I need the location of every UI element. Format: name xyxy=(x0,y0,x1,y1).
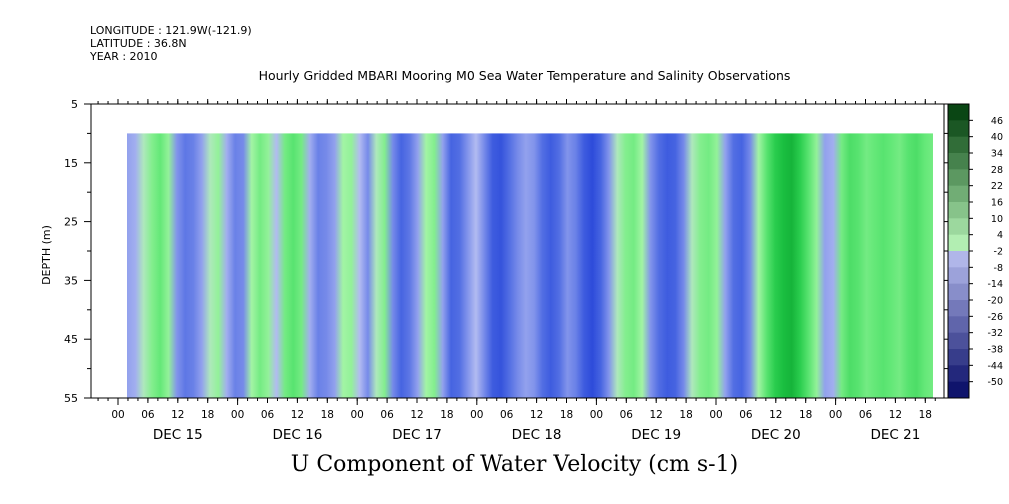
x-hour-label: 00 xyxy=(829,409,842,421)
colorbar-label: 4 xyxy=(997,230,1003,241)
x-day-label: DEC 15 xyxy=(153,427,203,443)
x-hour-label: 18 xyxy=(201,409,214,421)
x-hour-label: 00 xyxy=(351,409,364,421)
x-hour-label: 12 xyxy=(769,409,782,421)
x-hour-label: 00 xyxy=(590,409,603,421)
colorbar-label: -8 xyxy=(994,263,1003,274)
colorbar-label: -38 xyxy=(987,345,1003,356)
colorbar-label: 10 xyxy=(991,214,1003,225)
colorbar-swatch xyxy=(948,169,969,187)
x-hour-label: 06 xyxy=(620,409,634,421)
colorbar-swatch xyxy=(948,300,969,317)
x-hour-label: 00 xyxy=(231,409,244,421)
metadata-block: LONGITUDE : 121.9W(-121.9) LATITUDE : 36… xyxy=(90,24,252,63)
colorbar-label: 46 xyxy=(991,116,1003,127)
x-hour-label: 06 xyxy=(261,409,275,421)
x-day-label: DEC 19 xyxy=(631,427,681,443)
y-axis-label: DEPTH (m) xyxy=(40,225,53,285)
x-hour-label: 18 xyxy=(321,409,334,421)
y-tick-label: 5 xyxy=(71,98,78,111)
colorbar-label: -50 xyxy=(987,377,1003,388)
y-tick-label: 45 xyxy=(64,333,78,346)
x-day-label: DEC 20 xyxy=(751,427,801,443)
colorbar-swatch xyxy=(948,185,969,203)
x-hour-label: 12 xyxy=(889,409,902,421)
chart-title: Hourly Gridded MBARI Mooring M0 Sea Wate… xyxy=(258,68,791,83)
x-day-label: DEC 17 xyxy=(392,427,442,443)
x-hour-label: 12 xyxy=(291,409,304,421)
colorbar-swatch xyxy=(948,120,969,138)
colorbar-swatch xyxy=(948,234,969,252)
colorbar-swatch xyxy=(948,283,969,301)
colorbar-label: -2 xyxy=(994,247,1003,258)
colorbar-label: -44 xyxy=(987,361,1003,372)
x-hour-label: 18 xyxy=(919,409,932,421)
x-hour-label: 00 xyxy=(709,409,722,421)
x-hour-label: 18 xyxy=(799,409,812,421)
longitude-text: LONGITUDE : 121.9W(-121.9) xyxy=(90,24,252,37)
x-day-label: DEC 16 xyxy=(272,427,322,443)
x-hour-label: 18 xyxy=(679,409,692,421)
x-hour-label: 00 xyxy=(470,409,483,421)
colorbar-label: -14 xyxy=(987,279,1003,290)
colorbar-swatch xyxy=(948,267,969,285)
year-text: YEAR : 2010 xyxy=(90,50,158,63)
x-hour-label: 12 xyxy=(530,409,543,421)
x-hour-label: 18 xyxy=(440,409,453,421)
colorbar-label: -32 xyxy=(987,328,1003,339)
velocity-field xyxy=(127,133,933,398)
x-hour-label: 12 xyxy=(171,409,184,421)
y-tick-label: 25 xyxy=(64,216,78,229)
colorbar-swatch xyxy=(948,104,969,121)
colorbar-swatch xyxy=(948,202,969,219)
colorbar-label: 34 xyxy=(991,149,1003,160)
colorbar-swatch xyxy=(948,153,969,170)
x-day-label: DEC 21 xyxy=(870,427,920,443)
colorbar-swatch xyxy=(948,316,969,334)
y-tick-label: 15 xyxy=(64,157,78,170)
colorbar-label: 40 xyxy=(991,132,1003,143)
x-hour-label: 06 xyxy=(141,409,155,421)
x-hour-label: 06 xyxy=(859,409,873,421)
colorbar-swatch xyxy=(948,218,969,236)
x-hour-label: 06 xyxy=(739,409,753,421)
colorbar-swatch xyxy=(948,381,969,399)
colorbar-label: -26 xyxy=(987,312,1003,323)
chart-subtitle: U Component of Water Velocity (cm s-1) xyxy=(290,452,739,477)
x-day-label: DEC 18 xyxy=(512,427,562,443)
x-hour-label: 06 xyxy=(380,409,394,421)
colorbar-swatch xyxy=(948,136,969,154)
latitude-text: LATITUDE : 36.8N xyxy=(90,37,187,50)
x-hour-label: 00 xyxy=(111,409,124,421)
x-hour-label: 06 xyxy=(500,409,514,421)
colorbar-swatch xyxy=(948,332,969,350)
x-hour-label: 18 xyxy=(560,409,573,421)
y-tick-label: 55 xyxy=(64,392,78,405)
colorbar-label: -20 xyxy=(987,296,1003,307)
colorbar-label: 28 xyxy=(991,165,1003,176)
colorbar-label: 22 xyxy=(991,181,1003,192)
colorbar-swatch xyxy=(948,251,969,268)
x-hour-label: 12 xyxy=(650,409,663,421)
y-tick-label: 35 xyxy=(64,274,78,287)
colorbar-swatch xyxy=(948,365,969,383)
colorbar-swatch xyxy=(948,349,969,366)
colorbar-label: 16 xyxy=(991,198,1003,209)
x-hour-label: 12 xyxy=(410,409,423,421)
